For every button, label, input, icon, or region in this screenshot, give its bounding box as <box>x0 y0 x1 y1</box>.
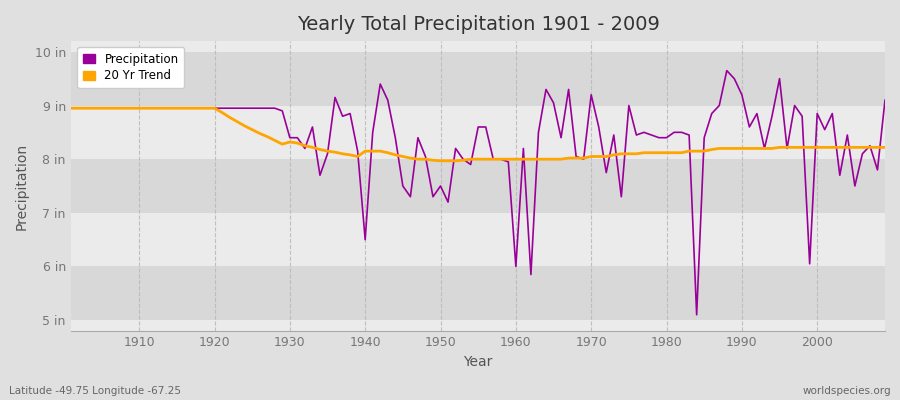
Legend: Precipitation, 20 Yr Trend: Precipitation, 20 Yr Trend <box>77 47 184 88</box>
Text: worldspecies.org: worldspecies.org <box>803 386 891 396</box>
Bar <box>71 52 885 106</box>
Text: Latitude -49.75 Longitude -67.25: Latitude -49.75 Longitude -67.25 <box>9 386 181 396</box>
Title: Yearly Total Precipitation 1901 - 2009: Yearly Total Precipitation 1901 - 2009 <box>297 15 660 34</box>
Bar <box>71 266 885 320</box>
X-axis label: Year: Year <box>464 355 493 369</box>
Y-axis label: Precipitation: Precipitation <box>15 142 29 230</box>
Bar <box>71 159 885 213</box>
